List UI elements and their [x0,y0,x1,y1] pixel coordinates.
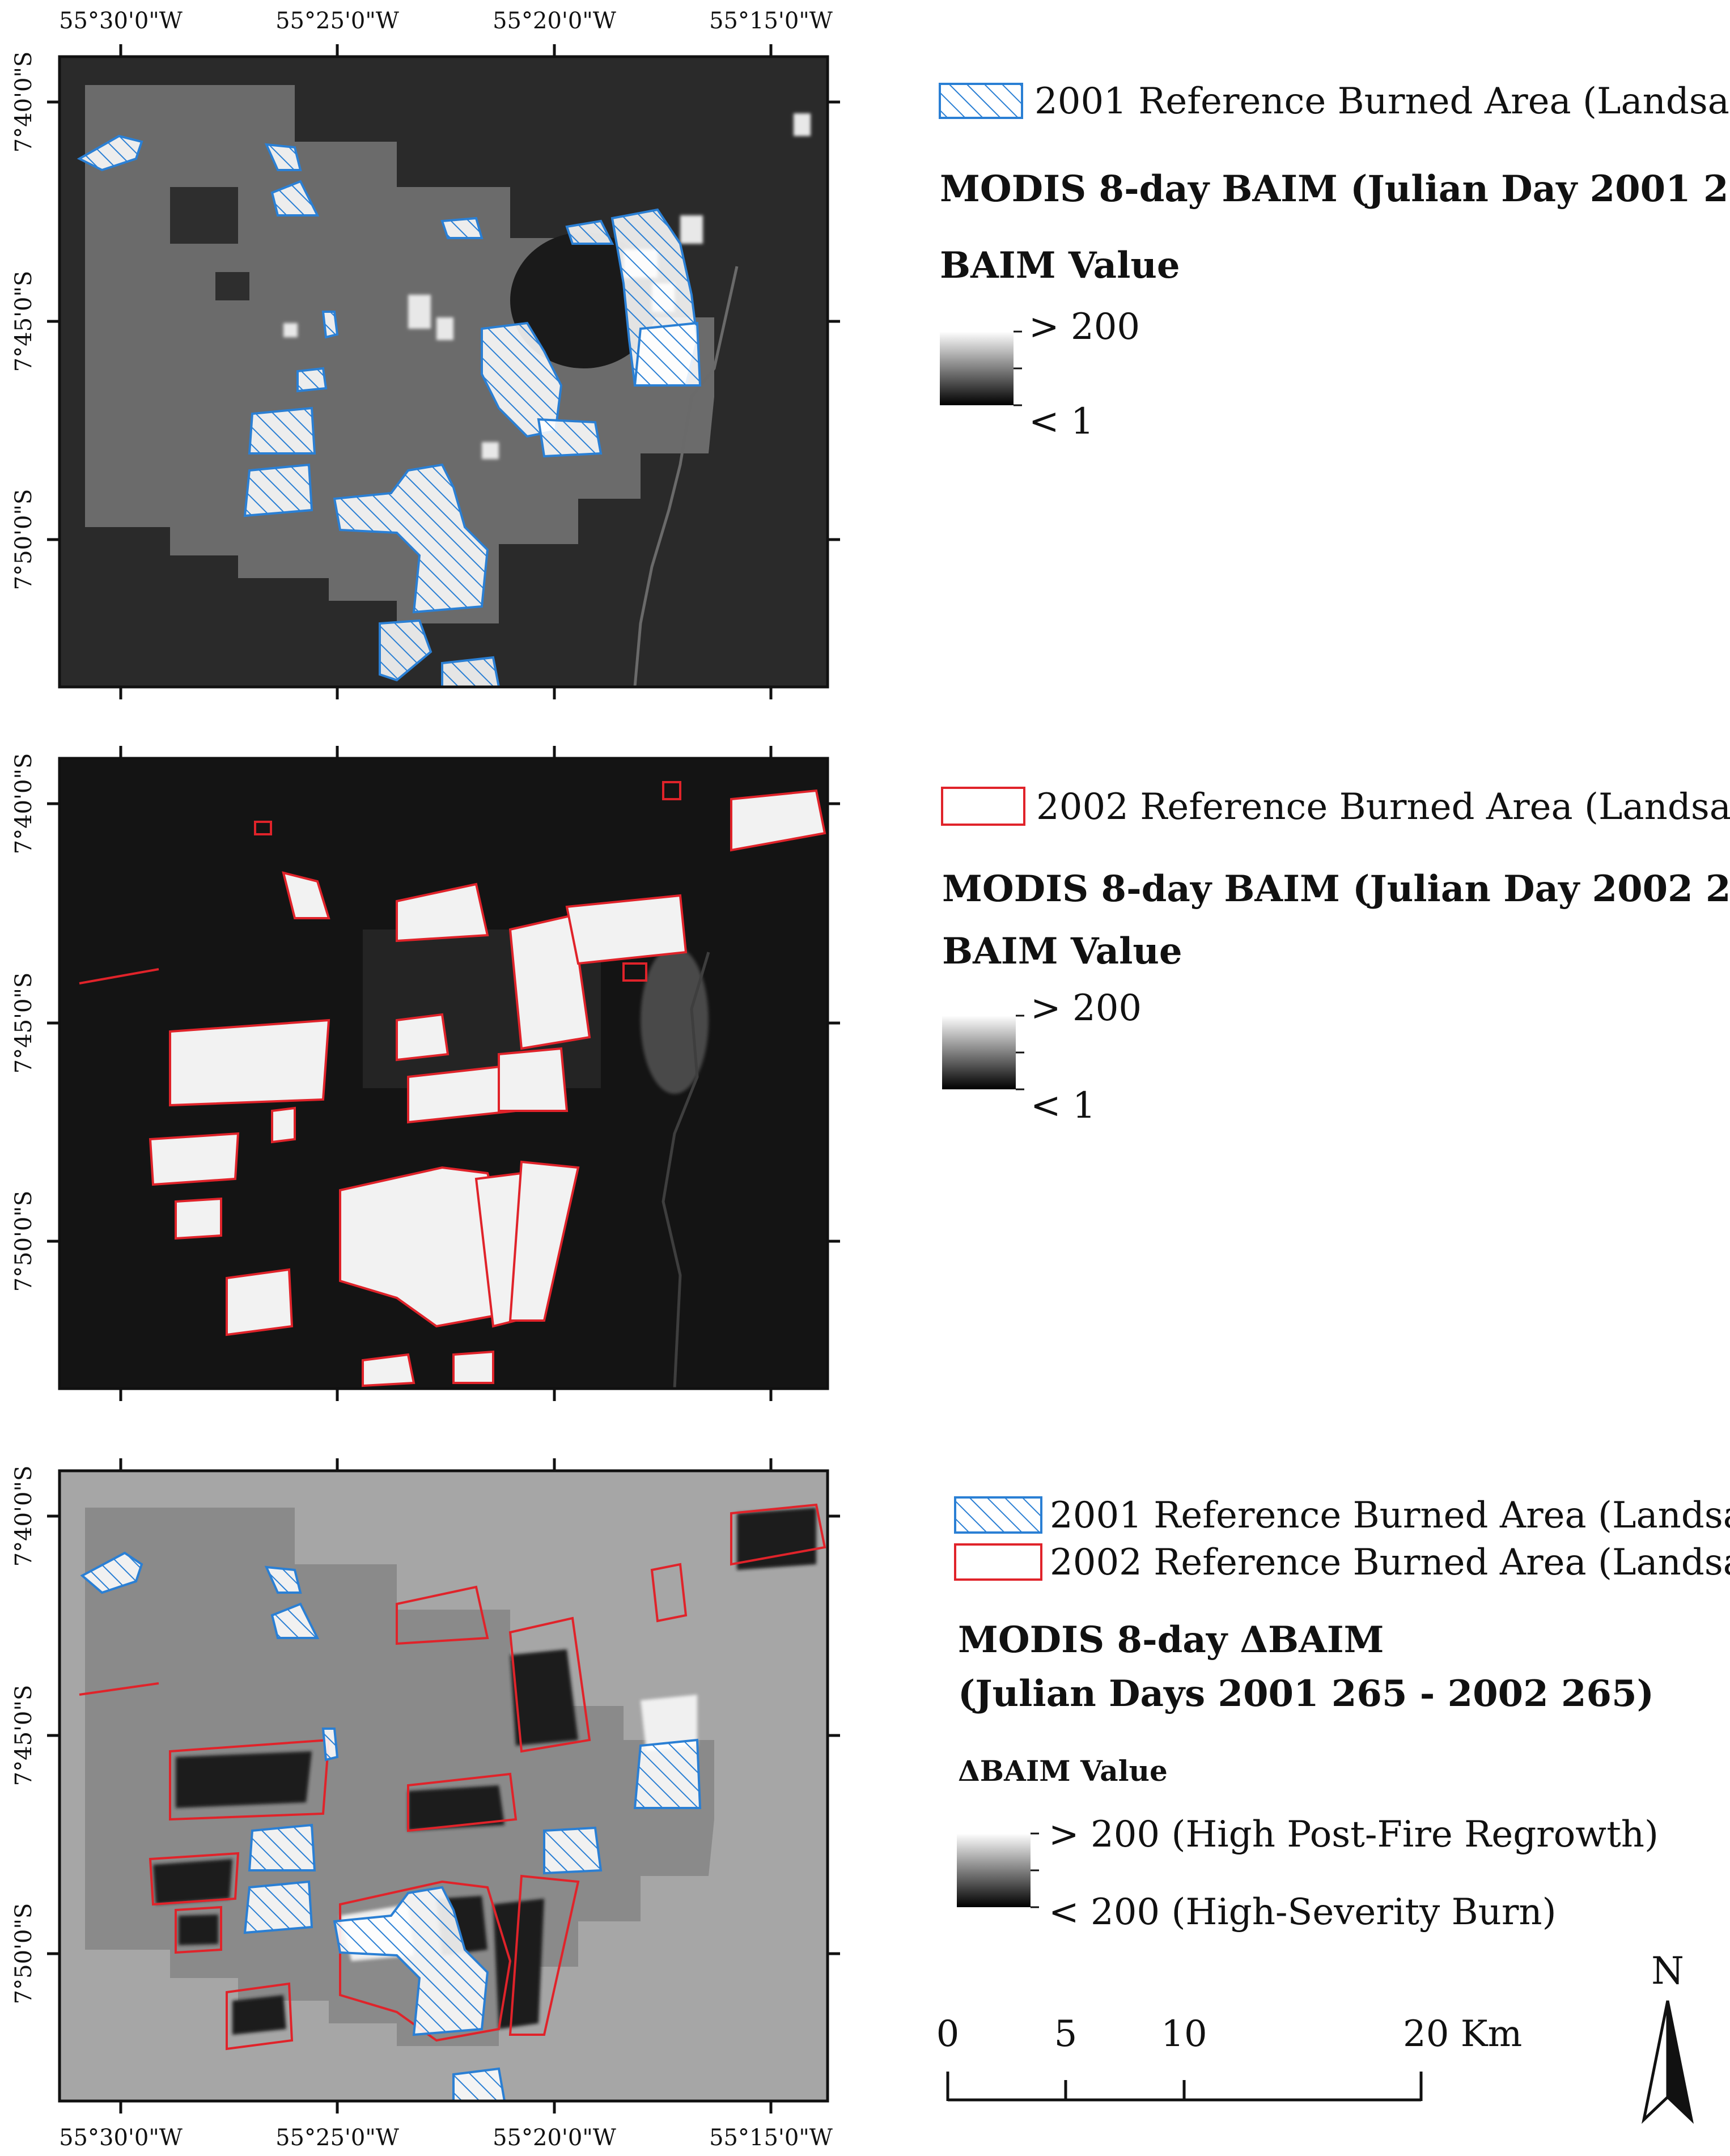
north-arrow-right-half [1666,2000,1694,2124]
swatch-2002-reference [941,787,1025,826]
legend-subtitle: ΔBAIM Value [958,1754,1168,1788]
legend-title-line2: (Julian Days 2001 265 - 2002 265) [958,1673,1654,1715]
reference-burned-areas-2002 [79,1503,826,2051]
map-panel-delta-baim [58,1469,829,2103]
lat-label: 7°45'0"S [11,271,37,372]
reference-burned-areas-2002 [149,789,826,1387]
ramp-high-label: > 200 [1031,987,1142,1029]
lat-label: 7°45'0"S [11,1685,37,1786]
legend-title: MODIS 8-day ΔBAIM [958,1619,1384,1661]
raster-dark-patch [170,187,249,300]
raster-midtone-region [85,1508,714,2046]
top-lon-label: 55°20'0"W [493,8,616,34]
reference-burned-areas-2001 [80,1551,702,2101]
swatch-label-2001: 2001 Reference Burned Area (Landsat) [1034,80,1730,122]
lat-label: 7°50'0"S [11,1903,37,2005]
swatch-label-2001: 2001 Reference Burned Area (Landsat) [1050,1495,1730,1537]
map-frame [58,55,829,689]
river-line [662,952,710,1389]
swatch-2002-reference [954,1543,1042,1581]
legend-baim-2002: 2002 Reference Burned Area (Landsat) MOD… [941,786,1730,1127]
legend-title: MODIS 8-day BAIM (Julian Day 2002 265) [942,868,1730,910]
color-ramp [957,1834,1031,1907]
legend-subtitle: BAIM Value [942,930,1182,973]
top-lon-label: 55°25'0"W [275,8,399,34]
map-panel-baim-2002 [58,757,829,1390]
raster-severe-burn-patches [153,1508,816,2035]
bottom-lon-label: 55°30'0"W [59,2125,183,2151]
lat-label: 7°50'0"S [11,1191,37,1292]
ramp-high-label: > 200 [1029,306,1140,348]
scale-label: 0 [936,2013,960,2055]
scale-label: 10 [1161,2013,1207,2055]
raster-midtone-region [85,85,714,623]
bottom-lon-label: 55°15'0"W [709,2125,833,2151]
map-panel-baim-2001 [58,55,829,689]
legend-title: MODIS 8-day BAIM (Julian Day 2001 265) [940,168,1730,210]
scale-bar: 0 5 10 20 Km [936,2013,1522,2102]
north-arrow-left-half [1641,2000,1669,2124]
map-frame [58,757,829,1390]
north-arrow: N [1641,1949,1694,2124]
legend-baim-2001: 2001 Reference Burned Area (Landsat) MOD… [939,80,1730,443]
lat-label: 7°40'0"S [11,1466,37,1567]
map-frame [58,1469,829,2103]
swatch-2001-reference [954,1496,1042,1534]
ramp-low-label: < 1 [1029,401,1094,443]
color-ramp [940,332,1014,405]
lat-label: 7°40'0"S [11,753,37,855]
graticule-labels: 55°30'0"W 55°25'0"W 55°20'0"W 55°15'0"W … [11,8,833,2151]
bottom-lon-label: 55°20'0"W [493,2125,616,2151]
scale-label: 5 [1054,2013,1078,2055]
reference-burned-areas-2001 [77,134,702,687]
lat-label: 7°40'0"S [11,52,37,153]
legend-subtitle: BAIM Value [940,244,1180,287]
raster-midtone-patch [641,947,709,1094]
top-lon-label: 55°30'0"W [59,8,183,34]
swatch-label-2002: 2002 Reference Burned Area (Landsat) [1036,786,1730,828]
north-label: N [1651,1949,1684,1993]
small-red-outlines [79,781,681,984]
legend-delta-baim: 2001 Reference Burned Area (Landsat) 200… [954,1495,1730,1933]
lat-label: 7°45'0"S [11,973,37,1074]
ramp-low-label: < 1 [1031,1085,1096,1127]
color-ramp [942,1016,1016,1089]
ramp-high-label: > 200 (High Post-Fire Regrowth) [1049,1814,1659,1856]
bottom-lon-label: 55°25'0"W [275,2125,399,2151]
ramp-low-label: < 200 (High-Severity Burn) [1049,1891,1557,1933]
swatch-label-2002: 2002 Reference Burned Area (Landsat) [1050,1542,1730,1584]
graticule-ticks [47,44,840,2113]
scale-label: 20 Km [1403,2013,1522,2055]
swatch-2001-reference [939,83,1023,119]
top-lon-label: 55°15'0"W [709,8,833,34]
lat-label: 7°50'0"S [11,489,37,591]
river-line [633,266,739,687]
